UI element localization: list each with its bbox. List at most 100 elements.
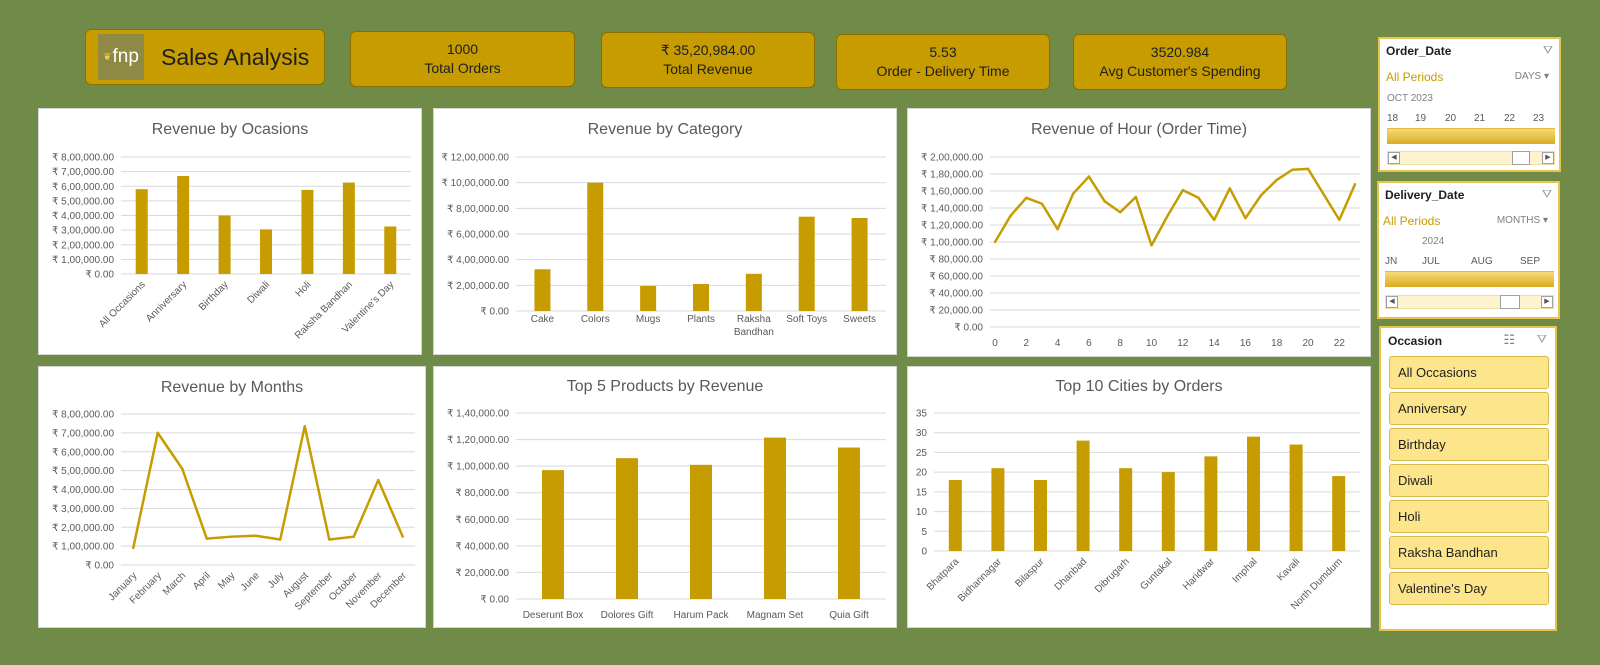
bar (1161, 472, 1175, 551)
y-tick-label: ₹ 2,00,000.00 (52, 240, 114, 251)
series-line (993, 167, 1357, 247)
y-tick-label: ₹ 1,00,000.00 (52, 542, 114, 553)
y-tick-label: 25 (916, 448, 928, 459)
scroll-right-icon[interactable]: ▶ (1541, 296, 1553, 308)
bar (1247, 436, 1260, 551)
occasion-item[interactable]: Valentine's Day (1389, 572, 1549, 605)
time-level-dropdown[interactable]: MONTHS ▾ (1497, 215, 1548, 226)
timeline-scrollbar[interactable]: ◀ ▶ (1385, 295, 1554, 309)
multi-select-icon[interactable]: ☷ (1503, 332, 1515, 347)
order-date-slicer[interactable]: Order_Date ⛛ All Periods DAYS ▾ OCT 2023… (1378, 37, 1561, 172)
kpi-delivery-time: 5.53 Order - Delivery Time (836, 34, 1050, 90)
timeline-scrollbar[interactable]: ◀ ▶ (1387, 151, 1555, 165)
clear-filter-icon[interactable]: ⛛ (1542, 43, 1553, 57)
data-point (401, 535, 404, 538)
y-tick-label: ₹ 80,000.00 (455, 488, 509, 499)
day-tick: 19 (1415, 113, 1427, 124)
x-tick-label: Imphal (1231, 556, 1260, 585)
y-tick-label: ₹ 1,40,000.00 (921, 204, 983, 215)
x-tick-label: 10 (1146, 338, 1158, 349)
x-tick-label: 0 (992, 338, 998, 349)
clear-filter-icon[interactable]: ⛛ (1536, 332, 1547, 346)
kpi-value: ₹ 35,20,984.00 (660, 42, 756, 58)
bar (640, 285, 657, 311)
data-point (993, 240, 997, 244)
data-point (1306, 167, 1310, 171)
x-tick-label: Anniversary (144, 279, 189, 324)
month-tick: AUG (1471, 256, 1493, 267)
all-periods-label[interactable]: All Periods (1386, 70, 1444, 84)
chart-top-products: Top 5 Products by Revenue ₹ 0.00 ₹ 20,000… (433, 366, 897, 628)
occasion-item[interactable]: Holi (1389, 500, 1549, 533)
y-tick-label: ₹ 1,60,000.00 (921, 187, 983, 198)
occasion-item[interactable]: All Occasions (1389, 356, 1549, 389)
y-tick-label: ₹ 10,00,000.00 (441, 178, 509, 189)
y-tick-label: ₹ 1,20,000.00 (447, 435, 509, 446)
y-tick-label: ₹ 6,00,000.00 (447, 230, 509, 241)
scroll-thumb[interactable] (1512, 151, 1530, 165)
chart-svg: ₹ 0.00 ₹ 1,00,000.00 ₹ 2,00,000.00 ₹ 3,00,0… (52, 153, 411, 341)
data-point (1134, 195, 1138, 199)
y-tick-label: ₹ 1,00,000.00 (52, 255, 114, 266)
y-tick-label: ₹ 6,00,000.00 (52, 182, 114, 193)
y-tick-label: ₹ 8,00,000.00 (52, 410, 114, 421)
scroll-left-icon[interactable]: ◀ (1386, 296, 1398, 308)
timeline-bar[interactable] (1387, 128, 1555, 144)
y-tick-label: ₹ 0.00 (480, 307, 509, 318)
chart-revenue-by-category: Revenue by Category ₹ 0.00 ₹ 2,00,000.00 ₹… (433, 108, 897, 355)
y-tick-label: ₹ 6,00,000.00 (52, 447, 114, 458)
x-tick-label: Quia Gift (829, 610, 869, 621)
occasion-item[interactable]: Diwali (1389, 464, 1549, 497)
occasion-item[interactable]: Anniversary (1389, 392, 1549, 425)
bar (218, 215, 231, 274)
clear-filter-icon[interactable]: ⛛ (1541, 187, 1552, 201)
bar (693, 284, 709, 311)
chart-title: Revenue by Ocasions (151, 121, 309, 138)
day-tick: 23 (1533, 113, 1545, 124)
data-point (1338, 218, 1341, 222)
page-title: Sales Analysis (161, 43, 310, 70)
data-point (1009, 214, 1012, 217)
x-tick-label: Haridwar (1181, 556, 1218, 593)
data-point (1244, 217, 1247, 220)
bar (1076, 440, 1090, 551)
scroll-left-icon[interactable]: ◀ (1388, 152, 1400, 164)
data-point (1072, 192, 1075, 195)
y-tick-label: ₹ 2,00,000.00 (447, 281, 509, 292)
x-tick-label: Colors (581, 314, 610, 325)
scroll-right-icon[interactable]: ▶ (1542, 152, 1554, 164)
scroll-thumb[interactable] (1500, 295, 1520, 309)
delivery-date-slicer[interactable]: Delivery_Date ⛛ All Periods MONTHS ▾ 202… (1377, 181, 1560, 319)
all-periods-label[interactable]: All Periods (1383, 214, 1441, 228)
time-level-dropdown[interactable]: DAYS ▾ (1515, 71, 1549, 82)
y-tick-label: ₹ 7,00,000.00 (52, 428, 114, 439)
x-tick-label: Bilaspur (1013, 556, 1047, 590)
x-tick-label: Mugs (636, 314, 660, 325)
x-tick-label: Harum Pack (673, 610, 729, 621)
bar (1332, 476, 1346, 551)
slicer-title: Order_Date (1386, 44, 1452, 58)
data-point (1165, 215, 1169, 218)
x-tick-label: Magnam Set (747, 610, 804, 621)
bar (1034, 480, 1047, 551)
timeline-bar[interactable] (1385, 271, 1554, 287)
occasion-item[interactable]: Raksha Bandhan (1389, 536, 1549, 569)
occasion-slicer[interactable]: Occasion ☷ ⛛ All Occasions Anniversary B… (1379, 326, 1557, 631)
data-point (1056, 228, 1059, 231)
occasion-item[interactable]: Birthday (1389, 428, 1549, 461)
slicer-title: Occasion (1388, 334, 1443, 348)
bar (260, 229, 272, 274)
data-point (205, 537, 208, 540)
day-tick: 21 (1474, 113, 1486, 124)
x-tick-label: Birthday (197, 279, 231, 313)
y-tick-label: 0 (921, 547, 927, 558)
x-tick-label: May (216, 570, 237, 591)
y-tick-label: ₹ 40,000.00 (929, 289, 983, 300)
data-point (132, 546, 135, 550)
x-tick-label: Diwali (245, 279, 272, 306)
chart-svg: ₹ 0.00 ₹ 1,00,000.00 ₹ 2,00,000.00 ₹ 3,00,0… (52, 410, 415, 613)
x-tick-label: Holi (294, 279, 314, 299)
time-level-value: MONTHS (1496, 215, 1541, 226)
data-point (328, 538, 331, 541)
period-label: OCT 2023 (1387, 93, 1433, 104)
